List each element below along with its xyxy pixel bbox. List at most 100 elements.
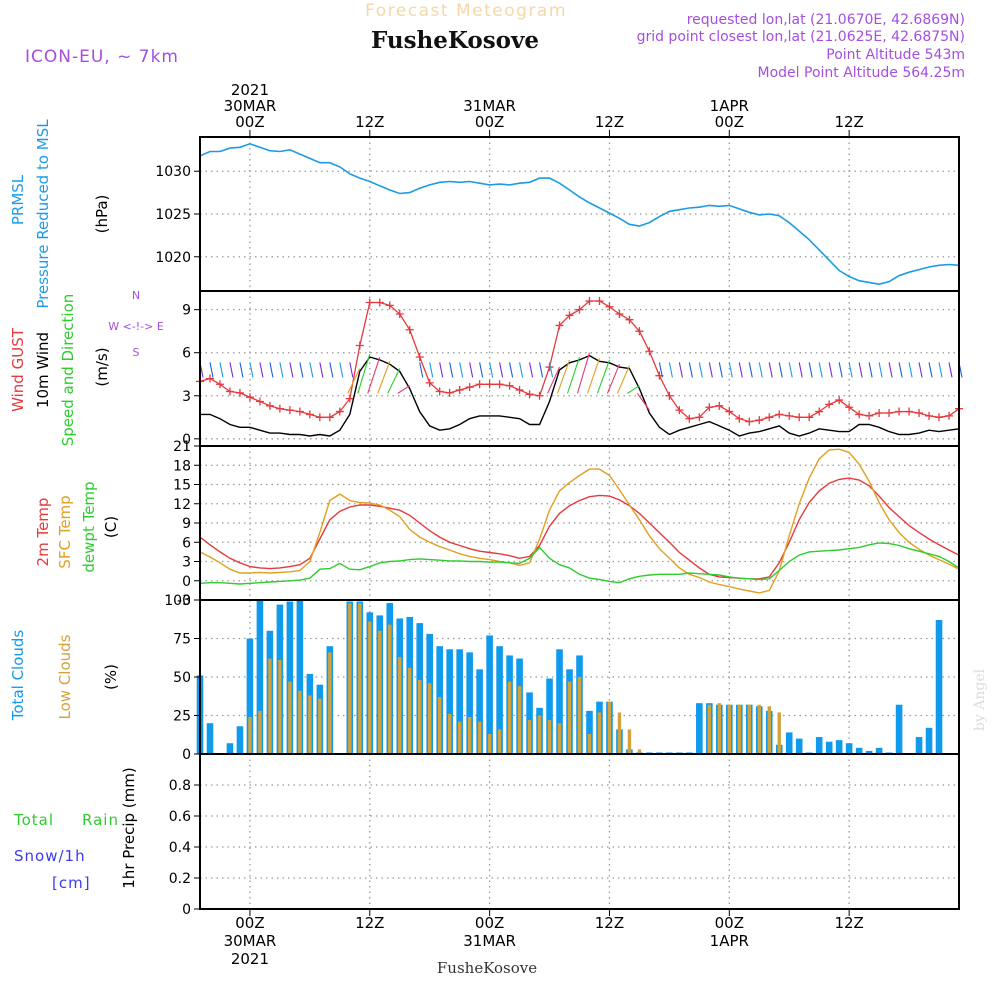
total-cloud-bar [236,726,244,754]
total-cloud-bar [815,737,823,754]
y-tick-label: 0 [182,902,191,918]
y-tick-label: 50 [173,670,191,686]
wind-arrow [239,362,244,378]
gust-point [605,302,614,311]
gust-point [595,297,604,306]
low-cloud-bar [517,686,522,754]
low-cloud-bar [737,704,741,754]
total-cloud-bar [296,600,304,754]
y-tick-label: 0 [182,432,191,448]
wind-arrow [668,362,673,378]
gust-point [875,408,884,417]
wind-arrow [566,356,581,394]
wind-arrow [519,362,524,378]
time-label-top: 00Z [715,113,744,131]
total-cloud-bar [586,710,593,754]
low-cloud-bar [497,729,502,754]
low-cloud-bar [627,729,632,754]
wind-arrow [948,362,953,378]
gust-point [325,413,334,422]
gust-point [645,347,654,356]
gust-point [905,407,914,416]
gust-point [585,297,594,306]
wind-arrow [828,362,833,378]
wind-arrow [768,362,773,378]
gust-point [485,380,494,389]
wind-arrow [367,356,381,394]
wind-unit: (m/s) [93,347,111,386]
low-cloud-bar [537,715,542,754]
gust-point [225,387,234,396]
low-cloud-bar [777,712,781,754]
low-cloud-bar [567,681,572,754]
wind-arrow [788,362,793,378]
wind-arrow [808,362,813,378]
wind-arrow [606,363,620,394]
low-cloud-bar [437,697,442,754]
total-cloud-bar [925,727,933,754]
y-tick-label: 25 [173,709,191,725]
low-cloud-bar [577,677,582,754]
low-cloud-bar [427,683,432,754]
gust-point [495,380,504,389]
gust-point [795,413,804,422]
time-label-top: 31MAR [463,97,516,115]
gust-point [665,391,674,400]
gust-point [375,298,384,307]
total-cloud-bar [825,741,833,754]
gust-point [455,386,464,395]
gust-point [575,305,584,314]
wind-arrow [357,353,371,394]
location-title: FusheKosove [371,27,539,54]
y-tick-label: 0.2 [169,871,191,887]
gust-point [245,393,254,402]
total-cloud-bar [496,646,503,754]
gust-point [915,408,924,417]
low-cloud-bar [268,658,272,754]
gust-point [725,407,734,416]
gust-label: Wind GUST [9,327,27,412]
total-cloud-bar [895,704,903,754]
wind-arrow [728,362,733,378]
wind-arrow [898,362,903,378]
total-cloud-bar [875,747,883,754]
low-cloud-bar [617,712,622,754]
total-cloud-bar [835,740,843,754]
time-label-bottom: 00Z [475,914,504,932]
gust-line [199,300,960,423]
gust-point [945,411,954,420]
gust-point [415,353,424,362]
wind-arrow [586,358,600,394]
y-tick-label: 0 [182,574,191,590]
low-clouds-label: Low Clouds [56,634,74,719]
total-cloud-bar [845,743,853,754]
dewpoint-line [199,542,960,585]
wind-arrow [449,362,454,378]
gust-point [565,311,574,320]
y-tick-label: 3 [182,389,191,405]
time-label-bottom: 00Z [715,914,744,932]
wind-arrow [556,359,571,394]
low-cloud-bar [547,720,552,754]
low-cloud-bar [368,621,372,754]
gust-point [205,374,214,383]
total-cloud-bar [865,750,873,754]
gust-point [365,298,374,307]
time-label-bottom: 30MAR [224,932,277,950]
gust-point [825,400,834,409]
wind-arrow [439,362,444,378]
low-cloud-bar [487,733,492,754]
wind-arrow [539,362,544,378]
wind-arrow [636,393,650,411]
low-cloud-bar [298,690,302,754]
gust-point [425,378,434,387]
y-tick-label: 3 [182,555,191,571]
gust-point [675,406,684,415]
wind-arrow [748,362,753,378]
total-cloud-bar [256,600,264,754]
wind-arrow [838,362,843,378]
wind-arrow [209,362,214,378]
low-cloud-bar [557,723,562,754]
wind-arrow [818,362,823,378]
low-cloud-bar [288,681,292,754]
